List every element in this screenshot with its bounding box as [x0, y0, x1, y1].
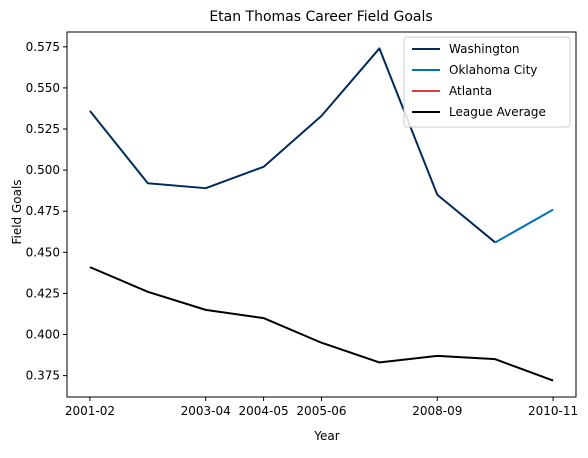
legend-entry-label: Atlanta	[449, 84, 492, 98]
chart-title: Etan Thomas Career Field Goals	[209, 9, 432, 25]
y-tick-label: 0.450	[26, 245, 60, 259]
x-axis-label: Year	[313, 429, 339, 443]
x-tick-label: 2005-06	[296, 404, 346, 418]
x-axis: 2001-02 2003-04 2004-05 2005-06 2008-09 2010-…	[65, 397, 578, 418]
legend-entry-label: Oklahoma City	[449, 63, 537, 77]
y-tick-label: 0.550	[26, 81, 60, 95]
series-line-oklahoma-city	[494, 208, 554, 244]
y-tick-label: 0.400	[26, 328, 60, 342]
y-tick-label: 0.375	[26, 369, 60, 383]
x-tick-label: 2001-02	[65, 404, 115, 418]
y-axis-label: Field Goals	[10, 179, 24, 244]
y-tick-label: 0.575	[26, 40, 60, 54]
series-line-league-average	[89, 266, 554, 382]
y-tick-label: 0.525	[26, 122, 60, 136]
y-tick-label: 0.500	[26, 163, 60, 177]
series-line-washington	[89, 47, 496, 244]
x-tick-label: 2010-11	[528, 404, 578, 418]
legend-entry-label: Washington	[449, 42, 520, 56]
x-tick-label: 2003-04	[181, 404, 231, 418]
y-tick-label: 0.425	[26, 286, 60, 300]
y-tick-label: 0.475	[26, 204, 60, 218]
x-tick-label: 2008-09	[412, 404, 462, 418]
legend-box	[403, 36, 571, 128]
y-axis: 0.375 0.400 0.425 0.450 0.475 0.500 0.525 0.550…	[26, 40, 67, 383]
x-tick-label: 2004-05	[239, 404, 289, 418]
legend: Washington Oklahoma City Atlanta League Ave…	[403, 36, 571, 128]
legend-entry-label: League Average	[449, 105, 546, 119]
